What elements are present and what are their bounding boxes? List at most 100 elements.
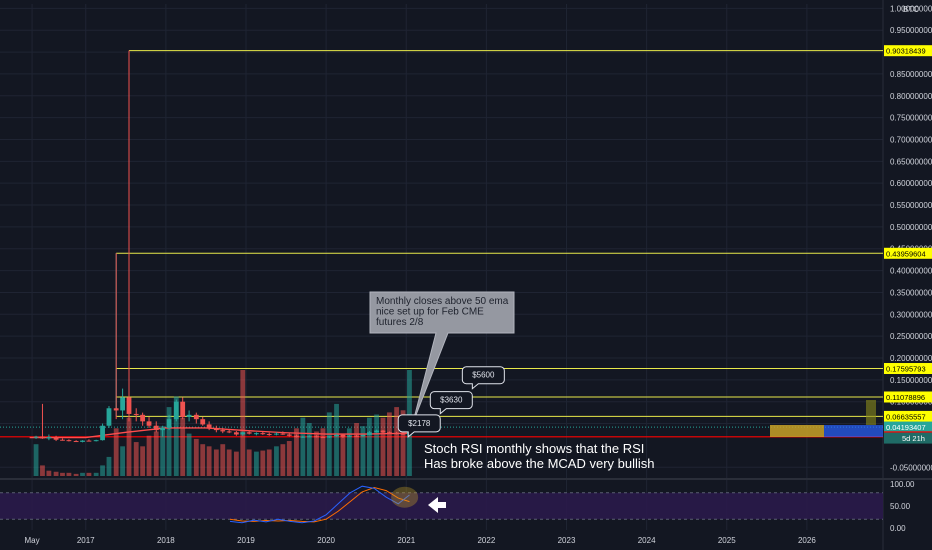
price-target-bubble xyxy=(397,414,441,438)
candle-body xyxy=(33,436,39,438)
volume-bar xyxy=(220,444,226,476)
candle-body xyxy=(233,432,239,435)
price-target-label: $5600 xyxy=(472,371,495,380)
candle-body xyxy=(100,425,105,441)
volume-bar xyxy=(100,465,105,476)
arrow-left-icon xyxy=(428,497,446,513)
price-axis-label: 0.20000000 xyxy=(890,354,932,363)
candle-body xyxy=(380,430,386,433)
candle-body xyxy=(260,433,266,435)
price-target-label: $2178 xyxy=(408,419,431,428)
volume-bar xyxy=(240,370,246,476)
candle-body xyxy=(206,424,212,428)
volume-bar xyxy=(294,428,299,476)
volume-bar xyxy=(46,470,52,476)
candle-body xyxy=(306,436,312,438)
volume-bar xyxy=(60,472,65,476)
volume-bar xyxy=(314,431,319,476)
candle-body xyxy=(80,440,85,442)
volume-bar xyxy=(360,426,366,476)
volume-bar xyxy=(213,449,219,476)
volume-bar xyxy=(180,417,186,476)
candle-body xyxy=(53,437,59,440)
volume-bar xyxy=(354,423,359,476)
countdown-tag xyxy=(884,432,932,444)
price-tag-label: 0.06635557 xyxy=(886,412,926,421)
candle-body xyxy=(226,431,232,433)
candle-body xyxy=(374,430,379,433)
candle-body xyxy=(213,427,219,431)
ema-line xyxy=(29,427,410,439)
time-axis-label: 2023 xyxy=(558,536,576,545)
volume-bar xyxy=(320,428,326,476)
volume-bar xyxy=(80,472,85,476)
volume-bars xyxy=(33,370,412,476)
price-axis-label: 0.80000000 xyxy=(890,92,932,101)
candle-body xyxy=(133,413,139,415)
price-axis-label: 0.40000000 xyxy=(890,267,932,276)
volume-bar xyxy=(334,403,339,476)
volume-bar xyxy=(260,450,266,476)
candle-body xyxy=(66,440,72,442)
candle-body xyxy=(173,401,179,420)
countdown-label: 5d 21h xyxy=(902,434,925,443)
candle-body xyxy=(180,401,186,417)
price-axis-label: 0.55000000 xyxy=(890,201,932,210)
volume-bar xyxy=(140,446,146,476)
price-tag xyxy=(884,247,932,259)
rsi-axis-label: 0.00 xyxy=(890,524,906,533)
candle-body xyxy=(346,435,352,437)
candle-body xyxy=(146,421,152,426)
price-tag-label: 0.90318439 xyxy=(886,47,926,56)
candle-body xyxy=(300,436,306,438)
volume-bar xyxy=(86,472,92,476)
volume-bar xyxy=(73,473,79,476)
volume-bar xyxy=(193,438,199,476)
price-axis-label: 0.95000000 xyxy=(890,26,932,35)
price-axis-label: 1.00000000 xyxy=(890,4,932,13)
volume-bar xyxy=(166,407,172,476)
rsi-axis-label: 50.00 xyxy=(890,502,911,511)
price-levels xyxy=(0,50,883,438)
price-axis-label: 0.15000000 xyxy=(890,376,932,385)
candle-body xyxy=(186,414,192,417)
volume-bar xyxy=(153,431,159,476)
candle-body xyxy=(113,408,119,411)
volume-bar xyxy=(53,471,59,476)
volume-bar xyxy=(387,412,392,476)
candle-body xyxy=(106,408,112,426)
volume-bar xyxy=(173,396,179,476)
price-axis-label: 0.75000000 xyxy=(890,114,932,123)
price-tag xyxy=(884,421,932,433)
volume-bar xyxy=(133,442,139,476)
candle-body xyxy=(334,434,339,437)
stoch-rsi-panel xyxy=(0,485,883,524)
volume-bar xyxy=(380,417,386,476)
price-target-bubble xyxy=(429,391,473,415)
price-axis-label: 0.65000000 xyxy=(890,157,932,166)
price-tag xyxy=(884,363,932,375)
candle-body xyxy=(140,414,146,422)
stoch-k-line xyxy=(229,485,410,524)
time-axis-label: 2025 xyxy=(718,536,736,545)
volume-bar xyxy=(306,423,312,476)
callout-text: futures 2/8 xyxy=(376,317,424,328)
volume-bar xyxy=(120,446,125,476)
projection-block-gold xyxy=(770,425,824,437)
candle-body xyxy=(73,441,79,443)
volume-bar xyxy=(93,472,99,476)
callout-text: nice set up for Feb CME xyxy=(376,307,484,318)
candle-body xyxy=(254,433,259,435)
price-tag xyxy=(884,391,932,403)
volume-bar xyxy=(106,456,112,476)
time-axis-label: 2018 xyxy=(157,536,175,545)
volume-bar xyxy=(33,444,39,476)
price-axis-label: -0.05000000 xyxy=(890,463,932,472)
candles xyxy=(33,50,412,443)
volume-bar xyxy=(40,465,45,476)
price-target-label: $3630 xyxy=(440,396,463,405)
unit-label: BTC xyxy=(903,5,919,14)
volume-bar xyxy=(266,449,272,476)
candle-body xyxy=(240,432,246,435)
